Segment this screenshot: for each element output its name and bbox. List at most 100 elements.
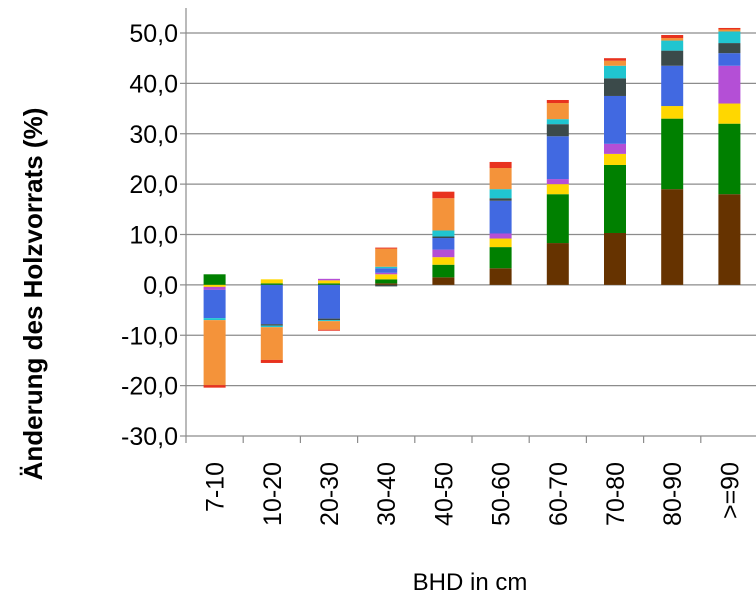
bar-segment bbox=[604, 153, 626, 165]
bar-segment bbox=[260, 279, 283, 284]
x-tick-labels: 7-10 10-20 20-30 30-40 40-50 50-60 60-70 70-80 8… bbox=[202, 462, 745, 526]
bar-segment bbox=[661, 65, 684, 107]
bar-segment bbox=[604, 78, 626, 96]
bar-segment bbox=[375, 268, 398, 273]
bar-segment bbox=[604, 58, 626, 61]
bar-segment bbox=[432, 230, 455, 237]
y-tick-label: 0,0 bbox=[143, 272, 178, 300]
bar-segment bbox=[432, 238, 455, 250]
bar-segment bbox=[375, 247, 398, 249]
bar-segment bbox=[718, 65, 741, 104]
x-tick-label: >=90 bbox=[716, 462, 744, 519]
bar-segment bbox=[260, 284, 283, 325]
bar-segment bbox=[432, 277, 455, 285]
bar-segment bbox=[203, 286, 226, 290]
bar-segment bbox=[546, 179, 569, 185]
bar-segment bbox=[489, 168, 512, 190]
bar-segment bbox=[604, 95, 626, 144]
bar-segment bbox=[661, 189, 684, 285]
x-tick-label: 70-80 bbox=[602, 462, 630, 526]
y-tick-label: -10,0 bbox=[121, 322, 178, 350]
y-tick-label: -20,0 bbox=[121, 373, 178, 401]
bar-segment bbox=[546, 124, 569, 137]
bar-segment bbox=[661, 38, 684, 41]
bar-segment bbox=[604, 164, 626, 233]
bar-segment bbox=[489, 161, 512, 169]
bar-segment bbox=[375, 283, 398, 285]
bar-segment bbox=[318, 284, 340, 319]
bar-segment bbox=[604, 232, 626, 285]
bar-segment bbox=[203, 318, 226, 321]
bar-segment bbox=[375, 274, 398, 280]
bar-segment bbox=[432, 249, 455, 258]
y-axis-title: Änderung des Holzvorrats (%) bbox=[18, 108, 48, 481]
y-tick-label: -30,0 bbox=[121, 423, 178, 451]
bar-segment bbox=[661, 50, 684, 66]
bar-segment bbox=[318, 278, 340, 281]
x-tick-label: 50-60 bbox=[488, 462, 516, 526]
bar-segment bbox=[432, 198, 455, 231]
bar-segment bbox=[432, 236, 455, 239]
bar-segment bbox=[375, 266, 398, 269]
bar-segment bbox=[260, 359, 283, 363]
y-tick-label: 40,0 bbox=[129, 70, 178, 98]
bar-segment bbox=[718, 31, 741, 44]
bar-segment bbox=[718, 194, 741, 285]
bar-segment bbox=[604, 60, 626, 66]
bar-segment bbox=[203, 284, 226, 287]
x-tick-label: 10-20 bbox=[259, 462, 287, 526]
bar-segment bbox=[260, 283, 283, 285]
bar-segment bbox=[203, 320, 226, 386]
bar-segment bbox=[260, 325, 283, 328]
bar-segment bbox=[604, 143, 626, 154]
bar-segment bbox=[661, 40, 684, 51]
bar-segment bbox=[260, 327, 283, 360]
y-tick-label: 50,0 bbox=[129, 20, 178, 48]
bar-segment bbox=[432, 191, 455, 199]
bar-segment bbox=[432, 264, 455, 278]
bar-segment bbox=[203, 385, 226, 388]
bar-segment bbox=[489, 268, 512, 285]
bars bbox=[203, 27, 741, 388]
bar-segment bbox=[260, 324, 283, 326]
bar-segment bbox=[661, 106, 684, 119]
bar-segment bbox=[375, 272, 398, 275]
x-tick-label: 7-10 bbox=[202, 462, 230, 512]
bar-segment bbox=[489, 238, 512, 248]
y-tick-label: 20,0 bbox=[129, 171, 178, 199]
bar-segment bbox=[318, 329, 340, 331]
bar-segment bbox=[546, 194, 569, 244]
bar-segment bbox=[718, 27, 741, 30]
bar-segment bbox=[546, 99, 569, 104]
bar-segment bbox=[318, 283, 340, 285]
bar-segment bbox=[546, 119, 569, 125]
y-tick-label: 30,0 bbox=[129, 121, 178, 149]
bar-segment bbox=[318, 321, 340, 330]
x-tick-label: 40-50 bbox=[430, 462, 458, 526]
bar-segment bbox=[546, 103, 569, 120]
bar-segment bbox=[661, 35, 684, 39]
y-tick-labels: -30,0 -20,0 -10,0 0,0 10,0 20,0 30,0 40,0 50,0 bbox=[121, 20, 178, 451]
bar-segment bbox=[318, 318, 340, 321]
bar-segment bbox=[432, 257, 455, 265]
bar-segment bbox=[718, 43, 741, 54]
x-tick-label: 60-70 bbox=[545, 462, 573, 526]
bar-segment bbox=[375, 279, 398, 284]
bar-segment bbox=[718, 29, 741, 32]
bar-segment bbox=[718, 123, 741, 195]
x-tick-label: 20-30 bbox=[316, 462, 344, 526]
bar-segment bbox=[203, 289, 226, 319]
bar-segment bbox=[489, 247, 512, 269]
x-tick-label: 30-40 bbox=[373, 462, 401, 526]
axes bbox=[180, 8, 702, 443]
bar-segment bbox=[718, 53, 741, 66]
bar-segment bbox=[375, 248, 398, 267]
bar-segment bbox=[546, 243, 569, 285]
bar-segment bbox=[318, 280, 340, 284]
bar-segment bbox=[604, 65, 626, 79]
bar-segment bbox=[489, 200, 512, 234]
bar-segment bbox=[489, 233, 512, 239]
x-tick-label: 80-90 bbox=[659, 462, 687, 526]
bar-segment bbox=[203, 274, 226, 285]
